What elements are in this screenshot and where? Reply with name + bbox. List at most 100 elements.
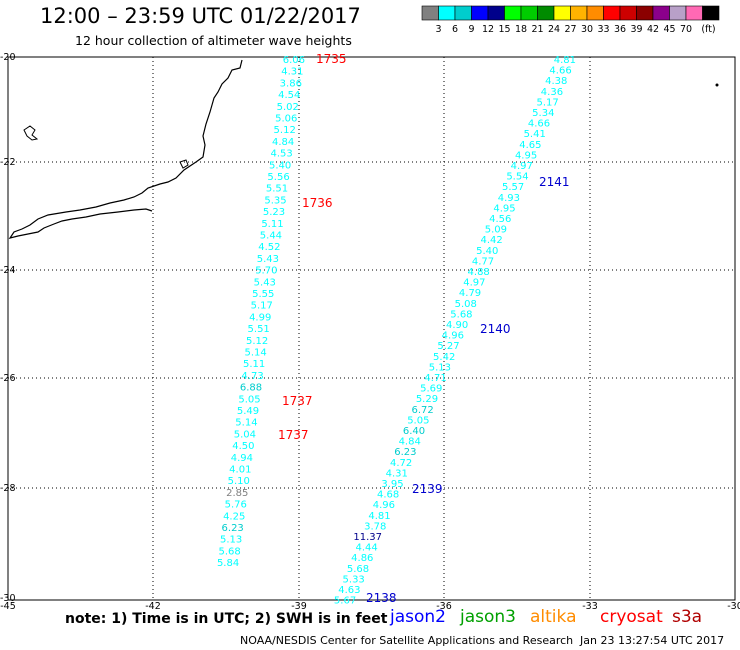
wave-height-label: 5.43 bbox=[254, 277, 276, 288]
color-scale-label: 21 bbox=[531, 24, 543, 35]
satellite-jason2: jason2 bbox=[390, 607, 446, 627]
wave-height-label: 2.85 bbox=[226, 488, 248, 499]
lon-tick-label: -45 bbox=[0, 601, 16, 610]
wave-height-label: 5.11 bbox=[261, 219, 283, 230]
wave-height-label: 4.65 bbox=[519, 140, 541, 151]
lat-tick-label: -20 bbox=[0, 52, 16, 63]
lon-tick-label: -39 bbox=[291, 601, 307, 610]
wave-height-label: 5.17 bbox=[536, 97, 558, 108]
map-frame bbox=[7, 56, 736, 601]
wave-height-label: 4.95 bbox=[515, 150, 537, 161]
wave-height-label: 6.88 bbox=[240, 383, 262, 394]
wave-height-label: 4.96 bbox=[373, 500, 395, 511]
wave-height-label: 4.50 bbox=[232, 441, 254, 452]
map-subtitle: 12 hour collection of altimeter wave hei… bbox=[75, 33, 352, 48]
wave-height-label: 5.27 bbox=[437, 341, 459, 352]
wave-height-label: 4.54 bbox=[278, 90, 300, 101]
wave-height-label: 5.51 bbox=[266, 184, 288, 195]
color-scale-legend: 3 6 9 12 15 18 21 24 27 30 33 36 39 42 45 70 (ft) bbox=[421, 5, 720, 35]
color-scale-label: 18 bbox=[515, 24, 527, 35]
satellite-s3a: s3a bbox=[672, 607, 703, 627]
color-swatch bbox=[702, 5, 720, 21]
wave-height-label: 4.56 bbox=[489, 214, 511, 225]
wave-height-label: 5.84 bbox=[217, 558, 239, 569]
wave-height-label: 4.79 bbox=[459, 288, 481, 299]
color-scale-unit: (ft) bbox=[701, 24, 715, 35]
lat-tick-label: -26 bbox=[0, 373, 16, 384]
wave-height-label: 4.63 bbox=[338, 585, 360, 596]
wave-height-label: 4.31 bbox=[386, 468, 408, 479]
coastline bbox=[8, 59, 243, 239]
wave-height-label: 3.95 bbox=[381, 479, 403, 490]
track-time-label: 1737 bbox=[282, 394, 313, 408]
wave-height-label: 4.93 bbox=[498, 193, 520, 204]
map-title: 12:00 – 23:59 UTC 01/22/2017 bbox=[40, 4, 361, 28]
track-time-label: 1736 bbox=[302, 196, 333, 210]
satellite-jason3: jason3 bbox=[460, 607, 516, 627]
wave-height-label: 5.14 bbox=[244, 348, 266, 359]
wave-height-label: 5.05 bbox=[407, 415, 429, 426]
color-scale-label: 27 bbox=[564, 24, 576, 35]
wave-height-label: 4.84 bbox=[272, 137, 294, 148]
wave-height-label: 5.13 bbox=[429, 362, 451, 373]
color-scale-label: 30 bbox=[581, 24, 593, 35]
wave-height-label: 3.86 bbox=[280, 78, 302, 89]
track-time-label: 2138 bbox=[366, 591, 397, 605]
wave-height-label: 5.40 bbox=[476, 246, 498, 257]
credit-text: NOAA/NESDIS Center for Satellite Applica… bbox=[240, 634, 574, 647]
lon-tick-label: -30 bbox=[727, 601, 740, 610]
wave-height-label: 4.66 bbox=[549, 66, 571, 77]
wave-height-label: 5.68 bbox=[218, 546, 240, 557]
wave-height-label: 5.68 bbox=[450, 309, 472, 320]
wave-height-label: 4.88 bbox=[468, 267, 490, 278]
wave-height-label: 4.97 bbox=[463, 278, 485, 289]
color-scale-label: 42 bbox=[647, 24, 659, 35]
wave-height-label: 5.23 bbox=[263, 207, 285, 218]
wave-height-label: 4.66 bbox=[528, 119, 550, 130]
wave-height-label: 5.40 bbox=[269, 160, 291, 171]
color-scale-label: 36 bbox=[614, 24, 626, 35]
wave-height-label: 4.38 bbox=[545, 76, 567, 87]
wave-height-label: 4.86 bbox=[351, 553, 373, 564]
wave-height-label: 6.06 bbox=[283, 55, 305, 66]
wave-height-label: 5.13 bbox=[220, 535, 242, 546]
track-time-label: 2141 bbox=[539, 175, 570, 189]
wave-height-label: 5.44 bbox=[260, 231, 282, 242]
color-scale-label: 12 bbox=[482, 24, 494, 35]
wave-height-label: 5.02 bbox=[277, 102, 299, 113]
wave-height-label: 5.08 bbox=[455, 299, 477, 310]
color-scale-label: 33 bbox=[597, 24, 609, 35]
wave-height-label: 4.53 bbox=[270, 149, 292, 160]
wave-height-label: 4.31 bbox=[281, 67, 303, 78]
wave-height-label: 5.70 bbox=[255, 266, 277, 277]
wave-height-label: 4.36 bbox=[541, 87, 563, 98]
wave-height-label: 5.14 bbox=[235, 418, 257, 429]
wave-height-label: 4.81 bbox=[368, 511, 390, 522]
wave-height-label: 4.90 bbox=[446, 320, 468, 331]
color-scale-label: 6 bbox=[452, 24, 458, 35]
wave-height-label: 5.69 bbox=[420, 384, 442, 395]
wave-height-label: 6.23 bbox=[222, 523, 244, 534]
wave-height-label: 4.52 bbox=[258, 242, 280, 253]
wave-height-label: 4.77 bbox=[472, 256, 494, 267]
wave-height-label: 5.54 bbox=[506, 172, 528, 183]
wave-height-label: 5.42 bbox=[433, 352, 455, 363]
wave-height-label: 5.33 bbox=[343, 574, 365, 585]
wave-height-label: 4.44 bbox=[355, 543, 377, 554]
wave-height-label: 5.29 bbox=[416, 394, 438, 405]
wave-height-label: 6.23 bbox=[394, 447, 416, 458]
satellite-cryosat: cryosat bbox=[600, 607, 663, 627]
satellite-legend: jason2 jason3 altika cryosat s3a bbox=[390, 607, 740, 631]
wave-height-label: 5.68 bbox=[347, 564, 369, 575]
wave-height-map: -45 -42 -39 -36 -33 -30 -20 -22 -24 -26 -28 -30 6.06… bbox=[0, 52, 740, 610]
wave-height-label: 4.81 bbox=[554, 55, 576, 66]
wave-height-label: 5.41 bbox=[524, 129, 546, 140]
color-scale-label: 45 bbox=[663, 24, 675, 35]
wave-height-label: 4.68 bbox=[377, 490, 399, 501]
color-scale-label: 24 bbox=[548, 24, 560, 35]
wave-height-label: 4.71 bbox=[424, 373, 446, 384]
wave-height-label: 5.55 bbox=[252, 289, 274, 300]
island bbox=[179, 159, 189, 169]
wave-height-label: 4.97 bbox=[511, 161, 533, 172]
wave-height-label: 4.73 bbox=[241, 371, 263, 382]
